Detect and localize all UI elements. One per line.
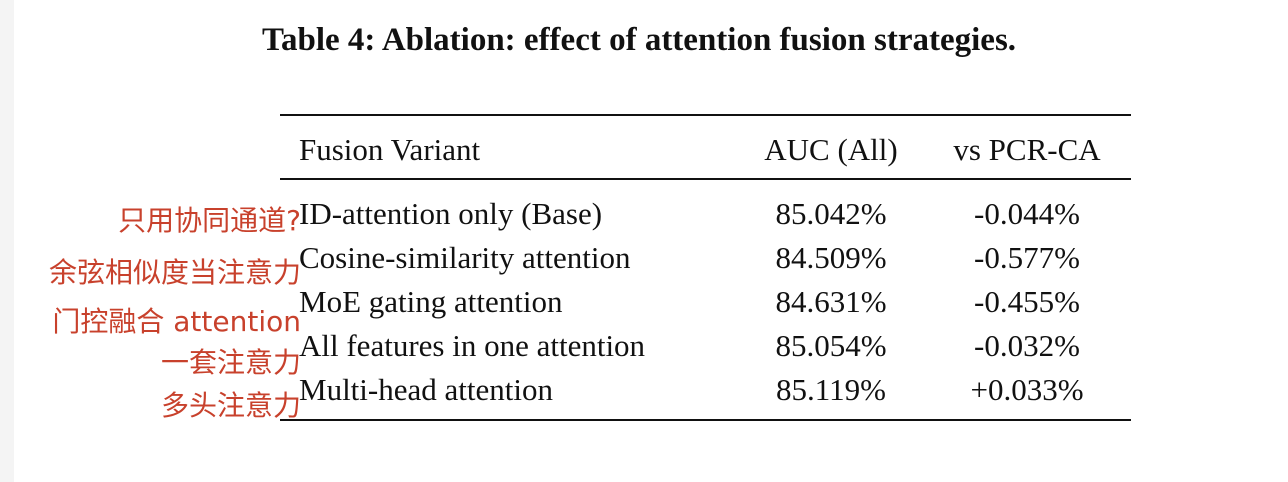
auc-cell: 84.631% <box>775 284 887 319</box>
auc-cell: 84.509% <box>775 240 887 275</box>
table-caption: Table 4: Ablation: effect of attention f… <box>262 22 1017 58</box>
auc-cell: 85.119% <box>776 372 886 407</box>
auc-cell: 85.054% <box>775 328 887 363</box>
page-edge <box>0 0 14 482</box>
delta-cell: -0.577% <box>974 240 1080 275</box>
handwritten-annotation: 一套注意力 <box>160 346 301 379</box>
auc-cell: 85.042% <box>775 196 887 231</box>
column-header-fusion-variant: Fusion Variant <box>299 132 481 167</box>
column-header-vs-pcr-ca: vs PCR-CA <box>953 132 1101 167</box>
column-header-auc: AUC (All) <box>764 132 898 167</box>
handwritten-annotation: 余弦相似度当注意力 <box>48 256 301 289</box>
variant-cell: All features in one attention <box>299 328 646 363</box>
table-bottom-rule <box>280 419 1131 421</box>
variant-cell: Cosine-similarity attention <box>299 240 631 275</box>
delta-cell: +0.033% <box>970 372 1084 407</box>
variant-cell: Multi-head attention <box>299 372 553 407</box>
table-header-rule <box>280 178 1131 180</box>
handwritten-annotation: 只用协同通道? <box>118 204 301 237</box>
table-top-rule <box>280 114 1131 116</box>
delta-cell: -0.455% <box>974 284 1080 319</box>
delta-cell: -0.032% <box>974 328 1080 363</box>
variant-cell: ID-attention only (Base) <box>299 196 603 231</box>
handwritten-annotation: 多头注意力 <box>160 389 301 422</box>
delta-cell: -0.044% <box>974 196 1080 231</box>
handwritten-annotation: 门控融合 attention <box>52 305 301 338</box>
variant-cell: MoE gating attention <box>299 284 563 319</box>
